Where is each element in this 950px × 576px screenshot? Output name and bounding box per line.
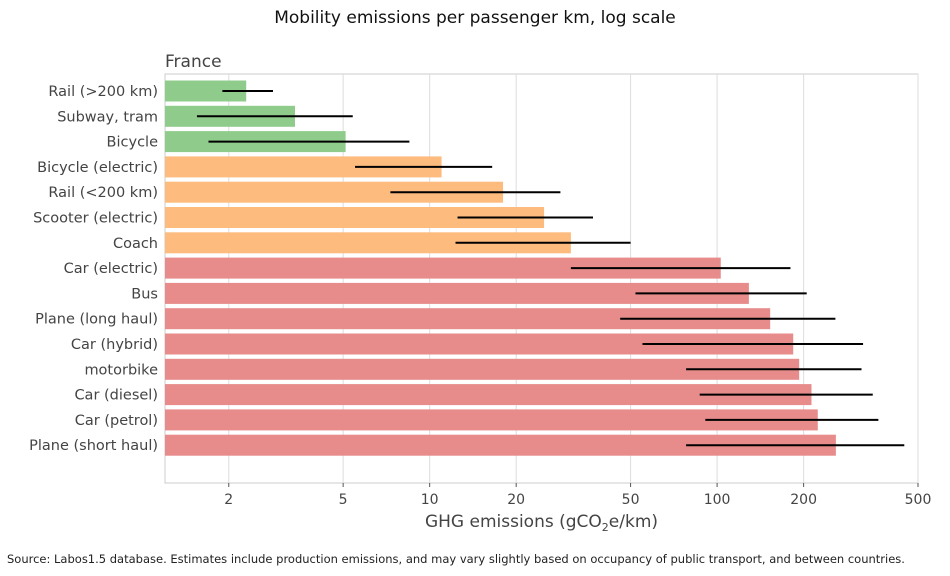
bar — [165, 333, 794, 355]
y-tick-label: Plane (long haul) — [35, 312, 158, 328]
y-tick-label: Car (hybrid) — [71, 337, 158, 353]
bar — [165, 232, 571, 254]
bar — [165, 409, 818, 431]
bar — [165, 308, 771, 330]
y-tick-label: Car (electric) — [64, 261, 158, 277]
bar — [165, 80, 247, 102]
x-tick-label: 200 — [790, 492, 817, 508]
chart-title: Mobility emissions per passenger km, log… — [274, 8, 676, 28]
y-tick-label: Subway, tram — [57, 109, 158, 125]
y-tick-label: motorbike — [84, 362, 158, 378]
x-tick-label: 5 — [339, 492, 348, 508]
x-tick-label: 500 — [905, 492, 932, 508]
y-tick-label: Car (petrol) — [75, 413, 158, 429]
x-tick-label: 50 — [622, 492, 640, 508]
y-tick-label: Scooter (electric) — [33, 211, 158, 227]
bar — [165, 156, 442, 178]
bar — [165, 358, 800, 380]
bar — [165, 181, 504, 203]
y-tick-label: Bicycle (electric) — [37, 160, 158, 176]
bar — [165, 434, 836, 456]
source-note: Source: Labos1.5 database. Estimates inc… — [7, 552, 905, 566]
y-tick-label: Car (diesel) — [74, 388, 158, 404]
y-tick-label: Rail (<200 km) — [48, 185, 158, 201]
y-tick-label: Coach — [113, 236, 158, 252]
x-tick-label: 100 — [704, 492, 731, 508]
x-tick-label: 20 — [507, 492, 525, 508]
x-axis-label: GHG emissions (gCO2e/km) — [425, 512, 658, 534]
bar — [165, 207, 545, 228]
y-tick-label: Bicycle — [107, 135, 159, 151]
y-tick-label: Rail (>200 km) — [48, 84, 158, 100]
bar — [165, 384, 812, 406]
bar — [165, 257, 721, 279]
y-tick-label: Plane (short haul) — [29, 438, 158, 454]
x-tick-label: 2 — [224, 492, 233, 508]
bar — [165, 282, 749, 304]
y-tick-label: Bus — [131, 286, 158, 302]
chart-subtitle: France — [165, 52, 222, 72]
x-tick-label: 10 — [421, 492, 439, 508]
